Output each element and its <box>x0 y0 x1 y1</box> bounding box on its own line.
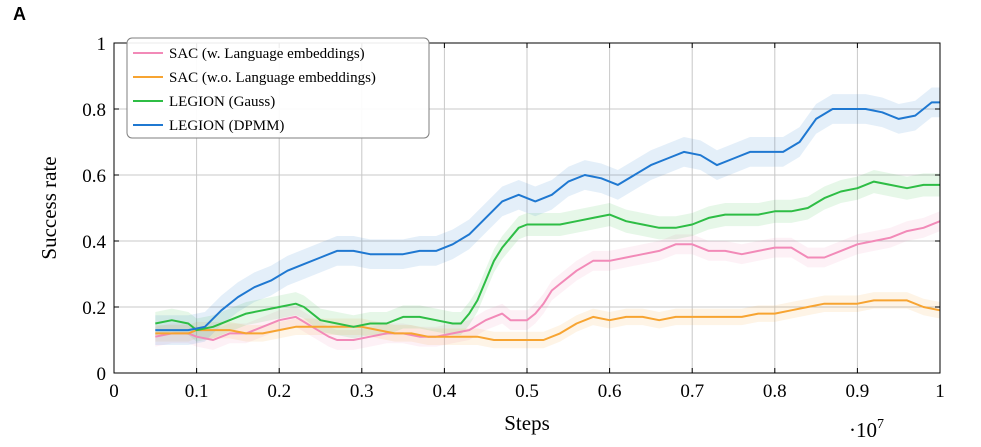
line-series-3 <box>155 180 940 332</box>
y-tick-labels: 0 0.2 0.4 0.6 0.8 1 <box>82 34 106 385</box>
band-series-1 <box>155 211 941 350</box>
x-multiplier-label: ·107 <box>849 417 884 442</box>
y-tick-label: 0 <box>97 364 107 385</box>
legend-label: LEGION (DPMM) <box>169 118 284 134</box>
y-tick-label: 0.4 <box>82 232 106 253</box>
line-series-2 <box>155 299 941 341</box>
line-series-1 <box>155 220 941 341</box>
legend-box <box>126 37 430 139</box>
panel-label: A <box>13 4 26 24</box>
confidence-bands <box>155 87 941 350</box>
x-tick-label: 0.2 <box>267 381 291 402</box>
y-tick-label: 0.8 <box>82 100 106 121</box>
y-axis-title: Success rate <box>37 156 61 259</box>
x-tick-label: 0.1 <box>185 381 209 402</box>
y-tick-label: 0.2 <box>82 298 106 319</box>
x-multiplier-base: ·10 <box>849 418 877 442</box>
band-series-2 <box>155 292 941 349</box>
band-series-3 <box>155 170 941 342</box>
x-tick-labels: 0 0.1 0.2 0.3 0.4 0.5 0.6 0.7 0.8 0.9 1 <box>109 381 945 402</box>
series-lines <box>155 101 941 341</box>
line-series-4 <box>155 101 940 332</box>
legend-label: SAC (w.o. Language embeddings) <box>169 70 376 86</box>
legend-label: LEGION (Gauss) <box>169 94 275 110</box>
plot-frame <box>113 42 941 374</box>
x-tick-label: 0.7 <box>680 381 704 402</box>
x-tick-label: 1 <box>935 381 945 402</box>
x-tick-label: 0 <box>109 381 119 402</box>
x-axis-title: Steps <box>504 411 550 435</box>
x-tick-label: 0.9 <box>846 381 870 402</box>
y-tick-label: 0.6 <box>82 166 106 187</box>
legend: SAC (w. Language embeddings) SAC (w.o. La… <box>126 37 430 139</box>
x-tick-label: 0.8 <box>763 381 787 402</box>
x-multiplier-exponent: 7 <box>877 417 884 432</box>
x-tick-label: 0.6 <box>598 381 622 402</box>
legend-label: SAC (w. Language embeddings) <box>169 46 365 62</box>
y-tick-label: 1 <box>97 34 107 55</box>
x-tick-label: 0.3 <box>350 381 374 402</box>
x-tick-label: 0.4 <box>433 381 457 402</box>
band-series-4 <box>155 87 941 345</box>
x-tick-label: 0.5 <box>515 381 539 402</box>
